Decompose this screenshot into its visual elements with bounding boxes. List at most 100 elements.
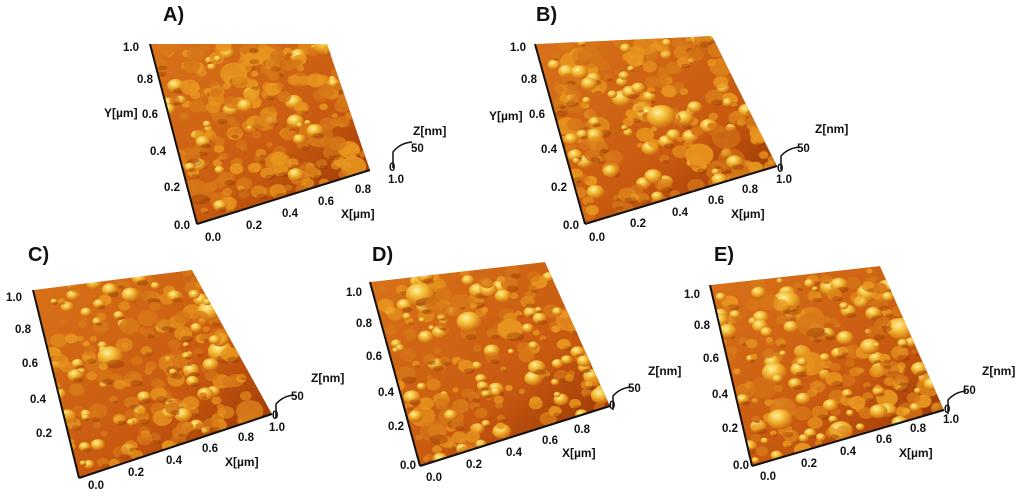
panel-b-y-tick: 1.0 (510, 42, 526, 54)
surface-grain-shadow (711, 99, 724, 106)
surface-grain-shadow (565, 101, 579, 108)
panel-a-z-axis-title: Z[nm] (413, 124, 447, 138)
surface-grain-shadow (429, 434, 449, 445)
surface-grain-shadow (624, 197, 638, 204)
surface-grain (718, 323, 737, 339)
surface-grain-shadow (525, 303, 536, 309)
surface-grain (524, 371, 543, 386)
surface-grain (82, 340, 90, 347)
surface-grain (262, 82, 273, 91)
surface-grain (490, 387, 502, 396)
surface-grain-shadow (740, 400, 750, 406)
surface-grain (329, 136, 347, 150)
surface-grain-shadow (258, 159, 268, 164)
surface-grain (428, 325, 435, 331)
surface-grain-shadow (835, 354, 846, 360)
surface-grain (809, 380, 826, 393)
surface-grain (505, 385, 513, 391)
surface-grain (751, 457, 760, 464)
surface-grain (564, 374, 574, 382)
surface-grain (403, 390, 421, 405)
surface-grain (635, 192, 650, 204)
surface-grain (713, 76, 728, 89)
surface-grain (119, 318, 140, 335)
surface-grain-shadow (173, 101, 181, 106)
surface-grain (579, 174, 590, 183)
surface-grain (636, 142, 644, 148)
surface-grain (257, 44, 269, 53)
surface-grain-shadow (623, 128, 629, 131)
surface-grain-shadow (573, 405, 582, 410)
surface-grain (280, 128, 297, 141)
surface-grain (136, 432, 153, 446)
surface-grain (595, 142, 609, 153)
panel-c-x-tick: 0.4 (166, 455, 182, 467)
surface-grain-shadow (681, 63, 691, 69)
surface-grain (869, 404, 888, 419)
panel-c-z-axis-title: Z[nm] (311, 371, 345, 385)
surface-grain-shadow (227, 356, 240, 363)
surface-grain (231, 74, 250, 89)
surface-grain (569, 354, 579, 362)
surface-grain-shadow (517, 314, 523, 318)
surface-grain-shadow (71, 425, 82, 431)
surface-grain (78, 442, 91, 452)
surface-grain (67, 369, 83, 382)
surface-grain (331, 113, 338, 119)
surface-grain (796, 357, 808, 367)
surface-grain (205, 101, 221, 113)
surface-grain-shadow (86, 358, 97, 364)
surface-grain-shadow (792, 385, 803, 390)
surface-grain (911, 349, 920, 355)
surface-grain (815, 433, 826, 441)
surface-grain (581, 388, 593, 397)
panel-c-x-tick: 0.2 (128, 467, 144, 479)
surface-grain (478, 277, 492, 288)
surface-grain (845, 358, 856, 367)
surface-grain (862, 392, 874, 401)
surface-grain (211, 396, 222, 405)
surface-grain-shadow (531, 289, 538, 293)
surface-grain (623, 128, 633, 136)
surface-grain-shadow (792, 308, 798, 312)
surface-grain (618, 187, 637, 203)
surface-grain (675, 110, 694, 126)
surface-grain (691, 126, 704, 137)
surface-grain (387, 308, 403, 321)
surface-grain-shadow (506, 332, 525, 342)
surface-grain-shadow (553, 412, 563, 418)
panel-d-y-tick: 0.6 (366, 351, 382, 363)
surface-grain (613, 69, 621, 75)
surface-grain (180, 79, 200, 95)
surface-grain (646, 105, 676, 129)
surface-grain (798, 434, 809, 442)
surface-grain (621, 125, 628, 131)
surface-grain (521, 323, 534, 333)
surface-grain (287, 168, 304, 182)
surface-grain (194, 130, 204, 138)
surface-grain-shadow (841, 352, 849, 356)
surface-grain (631, 82, 645, 94)
surface-grain (632, 36, 659, 56)
surface-grain (650, 126, 658, 132)
panel-c-z-tick: 50 (291, 391, 304, 403)
surface-grain (316, 159, 328, 169)
surface-grain (207, 63, 217, 71)
surface-grain (282, 47, 293, 56)
surface-grain (820, 274, 833, 284)
panel-e-x-tick: 0.2 (801, 458, 817, 470)
surface-grain (408, 410, 423, 422)
surface-grain (426, 378, 441, 391)
surface-grain (873, 298, 889, 310)
panel-b-x-tick: 1.0 (776, 174, 792, 186)
surface-grain (551, 359, 564, 369)
surface-grain-shadow (465, 334, 477, 340)
surface-grain (588, 117, 601, 127)
surface-grain-shadow (301, 110, 308, 114)
surface-grain (236, 400, 264, 422)
surface-grain (93, 299, 105, 309)
surface-grain (855, 423, 865, 431)
surface-grain (195, 136, 211, 148)
panel-c-x-axis-line (78, 413, 273, 479)
